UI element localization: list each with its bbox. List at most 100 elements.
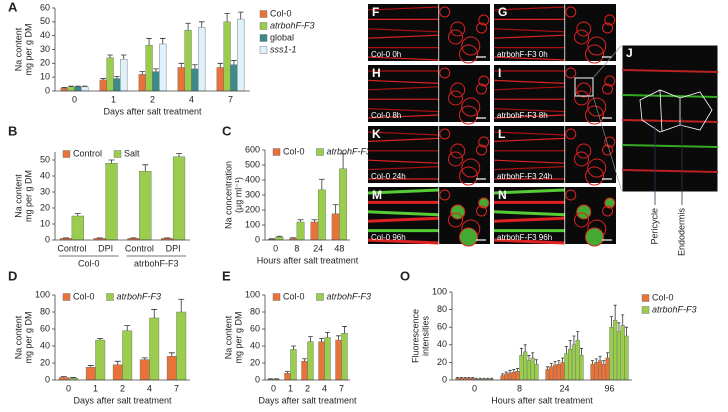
bar	[176, 311, 187, 381]
error-bar	[613, 304, 617, 321]
legend-label: atrbohF-F3	[327, 291, 372, 301]
bar	[511, 371, 516, 381]
cell-file	[493, 108, 565, 113]
y-tick-label: 40	[250, 340, 260, 350]
zoom-box	[574, 77, 594, 97]
bar	[284, 373, 291, 381]
group-label: Col-0	[78, 258, 100, 268]
cell	[450, 82, 466, 98]
error-bar	[463, 376, 467, 379]
image-letter: H	[372, 66, 381, 80]
cell-file	[493, 79, 565, 84]
cell	[439, 67, 451, 79]
micrograph-bg	[494, 4, 616, 61]
cell	[461, 36, 481, 56]
image-caption: atrbohF-F3 8h	[497, 111, 548, 120]
bar	[526, 360, 532, 381]
x-tick-label: Control	[125, 243, 154, 253]
micrograph-bg	[368, 4, 490, 61]
error-bar	[504, 371, 508, 374]
x-axis-label: Days after salt treatment	[103, 106, 202, 116]
inset-streak	[621, 119, 719, 123]
error-bar	[557, 360, 561, 365]
error-bar	[74, 213, 81, 216]
x-tick-label: 0	[273, 243, 278, 253]
legend-swatch	[641, 306, 650, 314]
x-axis-label: Days after salt treatment	[258, 395, 357, 405]
x-tick-label: 2	[305, 383, 310, 393]
error-bar	[590, 360, 595, 365]
cell-file	[367, 216, 439, 223]
bar	[624, 335, 629, 381]
cell	[585, 105, 605, 125]
image-caption: Col-0 24h	[371, 172, 406, 181]
y-tick-label: 60	[40, 323, 50, 333]
bar	[152, 71, 160, 92]
y-tick-label: 60	[437, 322, 447, 332]
inset-label: Pericycle	[649, 208, 659, 245]
error-bar	[107, 54, 113, 58]
image-caption: Col-0 96h	[371, 233, 406, 242]
legend-label: Control	[73, 148, 102, 158]
y-tick-label: 100	[35, 289, 50, 299]
error-bar	[624, 326, 629, 336]
cell-file	[367, 34, 439, 39]
error-bar	[512, 369, 516, 373]
x-tick-label: 8	[517, 383, 522, 393]
micrograph	[367, 65, 490, 125]
error-bar	[68, 85, 74, 87]
error-bar	[545, 366, 550, 370]
x-tick-label: 0	[66, 383, 71, 393]
micrograph	[367, 187, 490, 247]
y-tick-label: 80	[40, 306, 50, 316]
bar	[216, 67, 224, 92]
legend-label: sss1-1	[270, 44, 297, 54]
x-tick-label: 4	[147, 383, 152, 393]
bar	[331, 213, 340, 241]
cell	[448, 212, 464, 228]
y-tick-label: 100	[432, 286, 447, 296]
bar	[307, 341, 314, 381]
y-tick-label: 50	[40, 16, 50, 26]
y-tick-label: 0	[45, 85, 50, 95]
error-bar	[302, 358, 307, 362]
bar	[609, 327, 614, 381]
cell-file	[493, 159, 565, 164]
legend-swatch	[272, 148, 281, 156]
bar	[523, 351, 528, 381]
bar	[613, 319, 618, 381]
x-tick-label: 4	[322, 383, 327, 393]
error-bar	[192, 64, 198, 69]
y-tick-label: 80	[250, 306, 260, 316]
bar	[99, 79, 107, 92]
error-bar	[606, 352, 610, 358]
x-tick-label: 24	[313, 243, 323, 253]
legend-label: Col-0	[73, 291, 95, 301]
bar	[105, 162, 118, 241]
error-bar	[160, 38, 166, 44]
bar	[230, 64, 238, 92]
x-tick-label: DPI	[166, 243, 181, 253]
cell	[476, 22, 488, 34]
micrograph	[493, 126, 616, 186]
cell-file	[493, 114, 565, 119]
error-bar	[124, 325, 131, 331]
error-bar	[199, 21, 205, 28]
error-bar	[602, 360, 606, 365]
bar	[500, 375, 505, 381]
inset-streak	[621, 169, 719, 173]
cell-file	[493, 188, 565, 195]
legend-label: Col-0	[652, 292, 674, 302]
y-tick-label: 300	[245, 189, 260, 199]
x-tick-label: 8	[294, 243, 299, 253]
legend-label: atrbohF-F3	[652, 304, 697, 314]
cell-file	[367, 188, 439, 195]
bar	[172, 156, 186, 241]
image-letter: N	[498, 188, 507, 202]
error-bar	[553, 361, 557, 366]
image-caption: atrbohF-F3 96h	[497, 233, 552, 242]
cell	[461, 97, 481, 117]
x-tick-label: 7	[339, 383, 344, 393]
legend-label: atrbohF-F3	[117, 291, 162, 301]
legend-swatch	[316, 293, 324, 301]
